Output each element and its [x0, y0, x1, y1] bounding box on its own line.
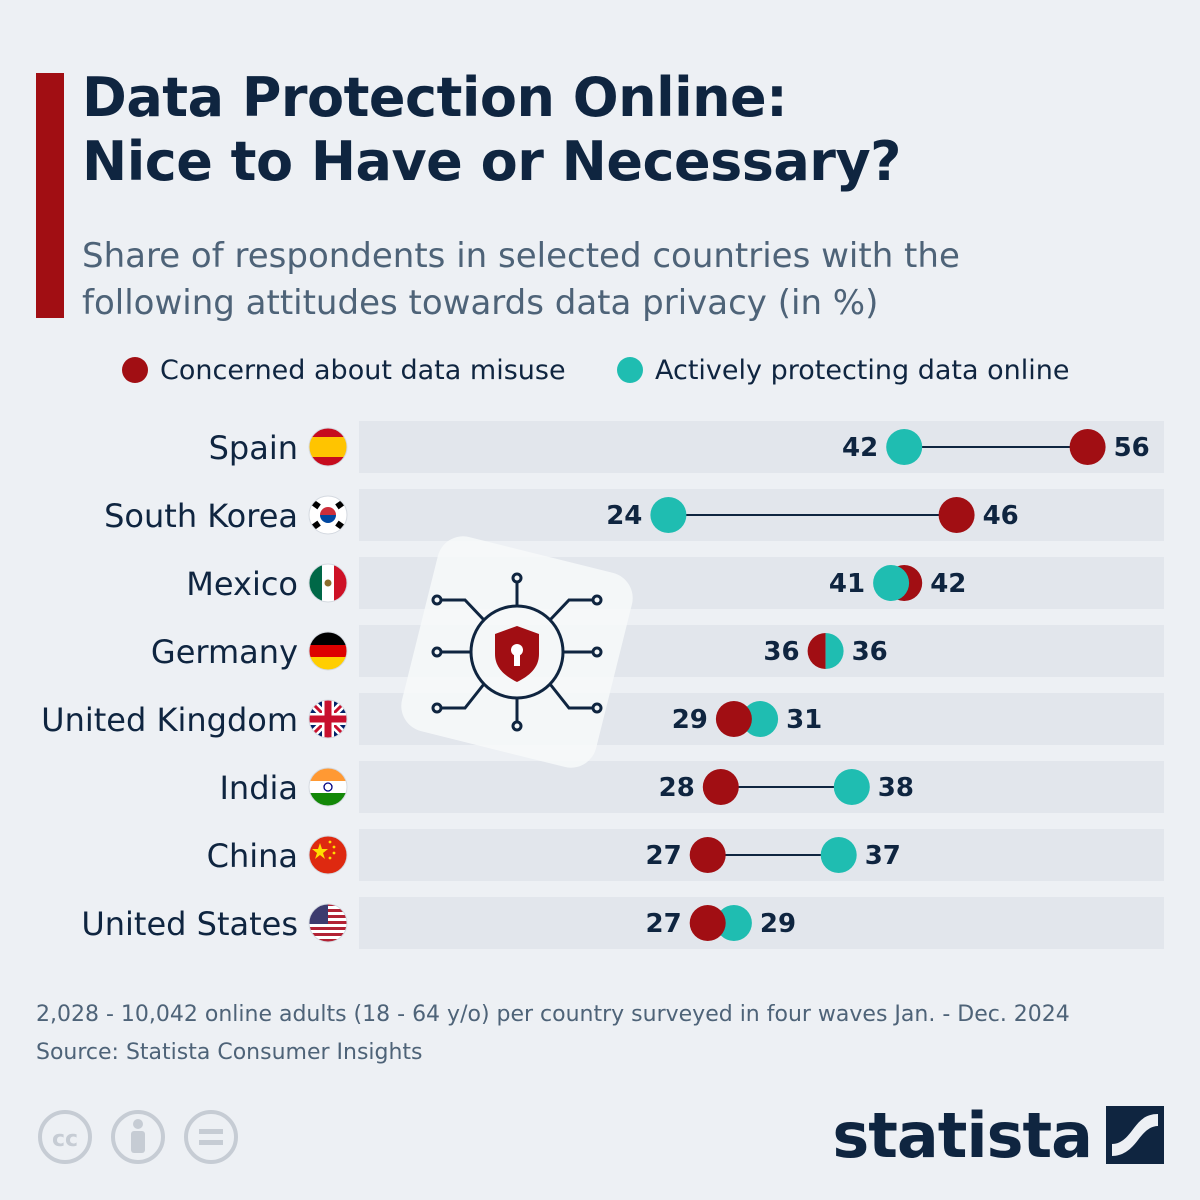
title-line-1: Data Protection Online: — [82, 66, 788, 129]
legend-swatch-protecting — [617, 357, 643, 383]
chart-row: United States 27 29 — [81, 903, 796, 943]
attribution-icon[interactable] — [111, 1110, 165, 1164]
value-label-right: 56 — [1114, 433, 1150, 463]
creative-commons-icon[interactable]: cc — [38, 1110, 92, 1164]
category-label: United Kingdom — [41, 701, 298, 739]
category-label: South Korea — [104, 497, 298, 535]
category-label: India — [219, 769, 298, 807]
statista-logo[interactable]: statista — [832, 1098, 1164, 1172]
category-label: United States — [81, 905, 298, 943]
protecting-dot — [715, 905, 752, 941]
spain-flag-icon — [308, 427, 348, 467]
value-label-left: 36 — [763, 637, 799, 667]
value-label-left: 41 — [829, 569, 865, 599]
protecting-dot — [886, 429, 923, 465]
chart-row: South Korea 24 46 — [104, 495, 1019, 535]
value-label-right: 42 — [930, 569, 966, 599]
concerned-dot — [702, 769, 739, 805]
concerned-dot — [715, 701, 752, 737]
subtitle-line-1: Share of respondents in selected countri… — [82, 236, 960, 276]
mexico-flag-icon — [308, 563, 348, 603]
value-label-left: 24 — [606, 501, 642, 531]
protecting-dot — [825, 633, 844, 669]
chart-row: India 28 38 — [219, 767, 914, 807]
legend-label-concerned: Concerned about data misuse — [160, 354, 566, 386]
concerned-dot — [689, 837, 726, 873]
united-states-flag-icon — [308, 903, 348, 943]
value-label-right: 36 — [852, 637, 888, 667]
legend-item-protecting: Actively protecting data online — [617, 352, 1069, 388]
value-label-left: 28 — [659, 773, 695, 803]
concerned-dot — [689, 905, 726, 941]
category-label: China — [207, 837, 298, 875]
south-korea-flag-icon — [308, 495, 348, 535]
value-label-right: 46 — [983, 501, 1019, 531]
chart-row: United Kingdom 29 31 — [41, 699, 822, 739]
germany-flag-icon — [308, 631, 348, 671]
row-band — [359, 897, 1164, 949]
united-kingdom-flag-icon — [308, 699, 348, 739]
dumbbell-chart: Spain 42 56 South Korea 24 46 Mexico 41 42 German… — [41, 421, 1164, 949]
protecting-dot — [820, 837, 857, 873]
value-label-right: 29 — [760, 909, 796, 939]
source-note: Source: Statista Consumer Insights — [36, 1040, 423, 1065]
concerned-dot — [938, 497, 975, 533]
chart-row: Mexico 41 42 — [186, 563, 966, 603]
legend-label-protecting: Actively protecting data online — [655, 354, 1070, 386]
protecting-dot — [833, 769, 870, 805]
concerned-dot — [807, 633, 826, 669]
value-label-left: 29 — [672, 705, 708, 735]
brand-wordmark: statista — [832, 1098, 1093, 1172]
no-derivatives-icon[interactable] — [184, 1110, 238, 1164]
title-line-2: Nice to Have or Necessary? — [82, 130, 901, 193]
survey-note: 2,028 - 10,042 online adults (18 - 64 y/… — [36, 1002, 1070, 1027]
chart-subtitle: Share of respondents in selected countri… — [82, 233, 1172, 327]
protecting-dot — [742, 701, 779, 737]
legend-item-concerned: Concerned about data misuse — [122, 352, 566, 388]
value-label-right: 31 — [786, 705, 822, 735]
chart-row: Germany 36 36 — [151, 631, 888, 671]
license-icons[interactable]: cc — [36, 1108, 246, 1166]
svg-text:cc: cc — [52, 1127, 78, 1152]
category-label: Mexico — [186, 565, 298, 603]
india-flag-icon — [308, 767, 348, 807]
title-accent-bar — [36, 73, 64, 318]
value-label-left: 27 — [646, 909, 682, 939]
china-flag-icon — [308, 835, 348, 875]
value-label-right: 38 — [878, 773, 914, 803]
value-label-left: 27 — [646, 841, 682, 871]
category-label: Spain — [209, 429, 298, 467]
chart-rows: Spain 42 56 South Korea 24 46 Mexico 41 42 German… — [41, 427, 1150, 943]
tied-dot-pair — [807, 633, 844, 669]
chart-title: Data Protection Online: Nice to Have or … — [82, 66, 1162, 194]
chart-legend: Concerned about data misuse Actively pro… — [0, 352, 1200, 388]
concerned-dot — [1069, 429, 1106, 465]
protecting-dot — [873, 565, 910, 601]
protecting-dot — [650, 497, 687, 533]
category-label: Germany — [151, 633, 298, 671]
decorative-security-icon — [401, 536, 633, 768]
legend-swatch-concerned — [122, 357, 148, 383]
chart-row: China 27 37 — [207, 835, 901, 875]
chart-row: Spain 42 56 — [209, 427, 1150, 467]
subtitle-line-2: following attitudes towards data privacy… — [82, 283, 879, 323]
statista-mark-icon — [1106, 1106, 1164, 1164]
value-label-right: 37 — [865, 841, 901, 871]
value-label-left: 42 — [842, 433, 878, 463]
